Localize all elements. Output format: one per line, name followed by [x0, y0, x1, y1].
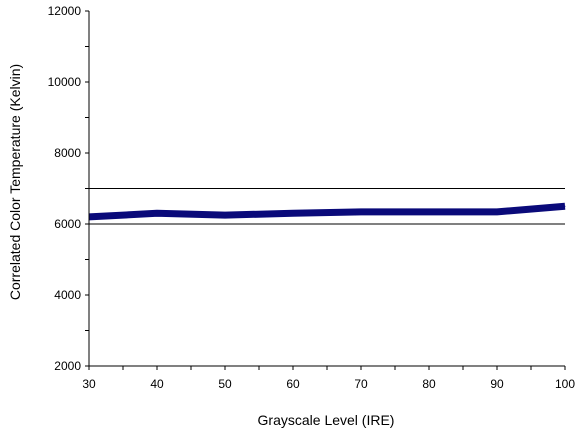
data-point: [360, 211, 362, 213]
x-tick-label: 40: [150, 377, 164, 391]
axes: [85, 10, 566, 370]
data-point: [156, 212, 158, 214]
x-tick-label: 90: [490, 377, 504, 391]
data-point: [564, 205, 566, 207]
series-layer: [88, 202, 566, 221]
data-point: [496, 211, 498, 213]
x-tick-label: 50: [218, 377, 232, 391]
data-point: [224, 214, 226, 216]
reference-lines: [89, 188, 565, 225]
data-point: [428, 211, 430, 213]
y-tick-label: 10000: [48, 75, 82, 89]
data-point: [292, 212, 294, 214]
x-tick-label: 30: [82, 377, 96, 391]
x-tick-label: 100: [555, 377, 575, 391]
y-tick-label: 4000: [54, 288, 81, 302]
series-line: [88, 202, 566, 221]
tick-labels: 2000 4000 6000 8000 10000 12000 30 40 50 60 70 80 90…: [48, 4, 576, 391]
y-tick-label: 12000: [48, 4, 82, 18]
x-tick-label: 60: [286, 377, 300, 391]
y-tick-label: 2000: [54, 359, 81, 373]
y-tick-label: 8000: [54, 146, 81, 160]
y-tick-label: 6000: [54, 217, 81, 231]
x-tick-label: 80: [422, 377, 436, 391]
y-axis-title: Correlated Color Temperature (Kelvin): [7, 64, 23, 300]
x-axis-title: Grayscale Level (IRE): [258, 412, 395, 428]
x-tick-label: 70: [354, 377, 368, 391]
